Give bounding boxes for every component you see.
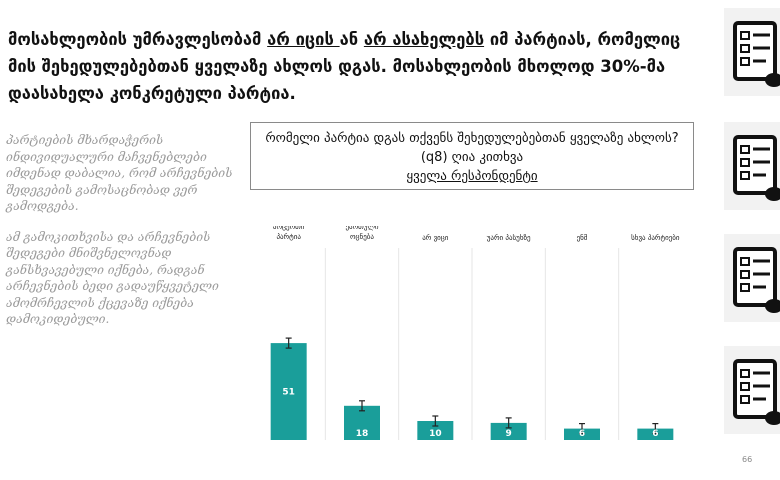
category-label: უარი პასუხზე: [487, 233, 531, 242]
side-note: პარტიების მხარდაჭერის ინდივიდუალური მაჩვ…: [6, 132, 242, 342]
checklist-icon: [733, 359, 780, 425]
side-note-paragraph: პარტიების მხარდაჭერის ინდივიდუალური მაჩვ…: [6, 133, 233, 213]
chart-title: რომელი პარტია დგას თქვენს შეხედულებებთან…: [265, 131, 679, 165]
bar: [417, 421, 454, 440]
category-label: არცერთი პარტია: [273, 226, 305, 241]
value-label: 18: [356, 429, 369, 439]
headline-underlined-no-name: არ ასახელებს: [363, 30, 485, 49]
bar: [270, 343, 307, 440]
checklist-icon-card: [724, 346, 780, 434]
headline-text: ან: [339, 30, 364, 49]
bar: [344, 405, 380, 440]
bar: [637, 428, 674, 440]
bar-chart: არცერთი პარტია 51 ქართული ოცნება 18 არ ვიცი 10 უ…: [270, 226, 680, 440]
value-label: 9: [506, 429, 512, 439]
checklist-icon: [733, 247, 780, 313]
value-label: 51: [282, 388, 295, 398]
checklist-icon: [733, 21, 780, 87]
headline-text: მოსახლეობის უმრავლესობამ: [8, 30, 268, 49]
category-label: სხვა პარტიები: [631, 233, 680, 242]
headline-text: -მა დაასახელა კონკრეტული პარტია.: [8, 57, 666, 103]
category-label: ქართული ოცნება: [345, 226, 378, 241]
value-label: 6: [652, 429, 658, 439]
bar: [564, 428, 600, 440]
value-label: 6: [579, 429, 585, 439]
page-number: 66: [742, 455, 753, 464]
checklist-icon-card: [724, 8, 780, 96]
category-label: ენმ: [577, 234, 588, 242]
headline: მოსახლეობის უმრავლესობამ არ იცის ან არ ა…: [8, 26, 698, 107]
bar: [490, 422, 527, 440]
headline-percentage: 30%: [600, 57, 640, 76]
value-label: 10: [429, 429, 442, 439]
headline-underlined-dont-know: არ იცის: [267, 30, 340, 49]
chart-subtitle: ყველა რესპონდენტი: [406, 169, 538, 184]
headline-text: იმ პარტიას, რომელიც მის შეხედულებებთან ყ…: [8, 30, 681, 76]
checklist-icon-card: [724, 122, 780, 210]
category-label: არ ვიცი: [422, 233, 449, 242]
side-note-paragraph: ამ გამოკითხვისა და არჩევნების შედეგები მ…: [6, 229, 219, 327]
checklist-icon-card: [724, 234, 780, 322]
checklist-icon: [733, 135, 780, 201]
chart-title-box: რომელი პარტია დგას თქვენს შეხედულებებთან…: [250, 122, 694, 190]
